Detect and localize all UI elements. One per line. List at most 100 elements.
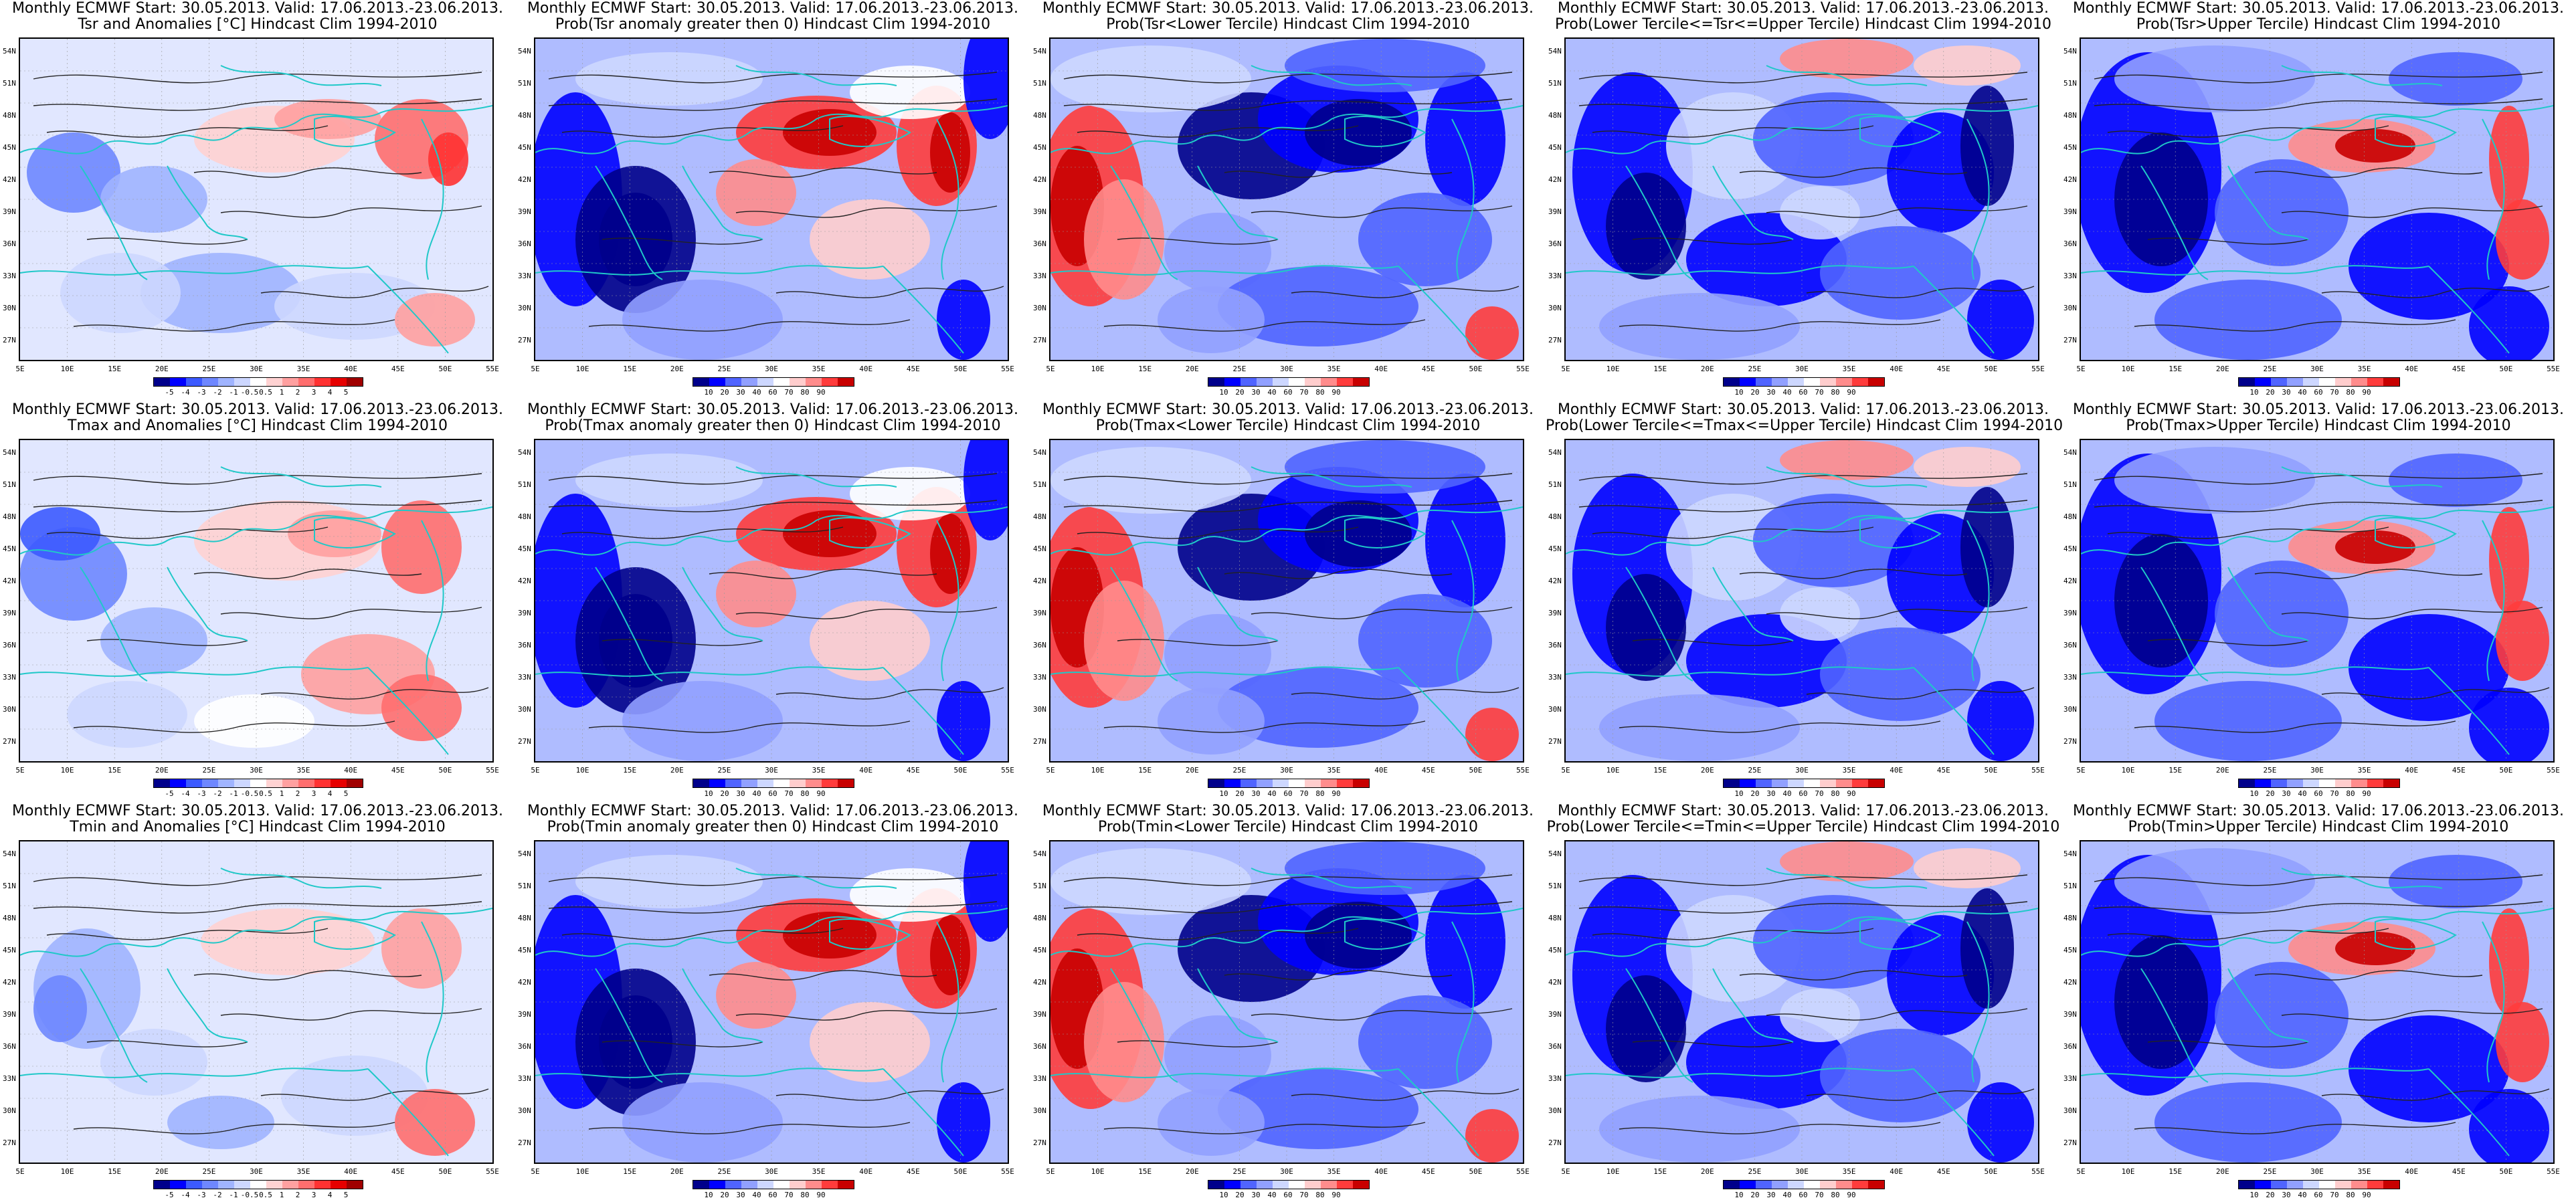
colorbar-label: 80	[1831, 1191, 1840, 1199]
map-frame	[1049, 840, 1524, 1164]
colorbar-label: 10	[2249, 789, 2259, 798]
field-region	[810, 601, 930, 681]
longitude-label: 50E	[2499, 365, 2513, 373]
latitude-label: 54N	[3, 47, 16, 56]
field-region	[1305, 99, 1412, 166]
contour-line	[2107, 928, 2389, 940]
colorbar-label: 30	[1251, 789, 1261, 798]
coastline	[1712, 165, 1794, 240]
map-field	[1050, 841, 1523, 1163]
latitude-label: 48N	[518, 914, 531, 922]
latitude-label: 48N	[3, 512, 16, 521]
contour-line	[561, 526, 844, 539]
coastline	[1197, 165, 1279, 240]
coastline	[1966, 520, 1990, 682]
colorbar-swatch	[218, 779, 234, 787]
field-region	[2469, 286, 2549, 360]
contour-line	[2107, 125, 2389, 138]
colorbar	[2238, 377, 2400, 387]
latitude-label: 30N	[3, 705, 16, 714]
latitude-label: 54N	[1033, 47, 1046, 56]
colorbar	[1208, 377, 1370, 387]
latitude-label: 42N	[1033, 577, 1046, 585]
latitude-label: 36N	[1548, 239, 1562, 248]
map-frame	[1564, 37, 2039, 361]
latitude-label: 30N	[1548, 705, 1562, 714]
latitude-label: 33N	[2063, 1074, 2077, 1083]
latitude-label: 45N	[2063, 143, 2077, 152]
longitude-label: 55E	[1516, 766, 1530, 775]
colorbar-swatch	[1321, 779, 1337, 787]
colorbar-swatch	[2255, 1181, 2271, 1189]
latitude-label: 36N	[1033, 641, 1046, 649]
panel-title-line1: Monthly ECMWF Start: 30.05.2013. Valid: …	[1557, 401, 2049, 418]
longitude-label: 50E	[1469, 365, 1483, 373]
map-field	[2081, 841, 2553, 1163]
longitude-label: 5E	[15, 766, 25, 775]
colorbar-swatch	[1724, 1181, 1740, 1189]
panel-title-line2: Prob(Tmax anomaly greater then 0) Hindca…	[545, 417, 1001, 434]
colorbar-swatch	[757, 378, 773, 386]
colorbar-swatch	[693, 1181, 709, 1189]
latitude-label: 51N	[3, 79, 16, 88]
colorbar-label: -1	[229, 388, 238, 397]
map-field	[1566, 841, 2038, 1163]
coastline	[20, 105, 492, 155]
contour-line	[193, 970, 422, 981]
longitude-label: 5E	[2076, 1167, 2086, 1176]
contour-line	[1592, 526, 1874, 539]
field-region	[1780, 39, 1914, 79]
field-region	[100, 1029, 207, 1096]
latitude-label: 30N	[2063, 304, 2077, 312]
colorbar-label: 20	[2266, 1191, 2275, 1199]
colorbar-label: 30	[1766, 1191, 1776, 1199]
latitude-label: 54N	[3, 849, 16, 858]
colorbar-label: 70	[784, 789, 794, 798]
colorbar-label: 80	[1315, 388, 1325, 397]
map-field	[2081, 440, 2553, 761]
contour-line	[561, 928, 844, 940]
colorbar-swatch	[822, 378, 838, 386]
field-region	[1305, 500, 1412, 567]
contour-line	[2281, 607, 2543, 619]
colorbar-label: -5	[165, 1191, 174, 1199]
latitude-label: 36N	[518, 239, 531, 248]
longitude-label: 20E	[1185, 1167, 1199, 1176]
coastline	[1050, 908, 1523, 957]
colorbar-label: 90	[816, 789, 826, 798]
longitude-label: 15E	[1138, 1167, 1152, 1176]
colorbar-label: 30	[1251, 1191, 1261, 1199]
longitude-label: 5E	[531, 365, 540, 373]
contour-line	[2254, 569, 2483, 579]
coastline	[2428, 667, 2510, 755]
coastline	[595, 567, 663, 682]
coastline	[2281, 466, 2443, 488]
contour-line	[1063, 72, 1513, 84]
coastline	[1110, 567, 1178, 682]
longitude-label: 15E	[2169, 1167, 2183, 1176]
colorbar-label: 40	[2298, 789, 2307, 798]
colorbar-label: 5	[343, 789, 349, 798]
colorbar	[153, 779, 363, 788]
colorbar	[153, 1180, 363, 1189]
field-region	[1285, 841, 1485, 895]
longitude-label: 45E	[2452, 766, 2466, 775]
colorbar-swatch	[186, 1181, 202, 1189]
field-region	[274, 99, 381, 139]
colorbar-label: 60	[768, 789, 777, 798]
longitude-label: 50E	[1984, 766, 1998, 775]
colorbar-swatch	[1852, 378, 1868, 386]
colorbar-label: 80	[1831, 388, 1840, 397]
coastline	[936, 118, 959, 280]
latitude-label: 51N	[1548, 480, 1562, 489]
field-region	[2335, 932, 2415, 965]
map-field	[20, 39, 492, 360]
coastline	[535, 105, 1008, 155]
latitude-label: 54N	[3, 448, 16, 457]
latitude-label: 39N	[1548, 207, 1562, 216]
coastline	[1859, 517, 1942, 548]
panel-title-line2: Prob(Lower Tercile<=Tsr<=Upper Tercile) …	[1554, 16, 2052, 33]
colorbar-label: 20	[1235, 388, 1245, 397]
field-region	[1967, 280, 2034, 360]
latitude-label: 51N	[1033, 882, 1046, 890]
